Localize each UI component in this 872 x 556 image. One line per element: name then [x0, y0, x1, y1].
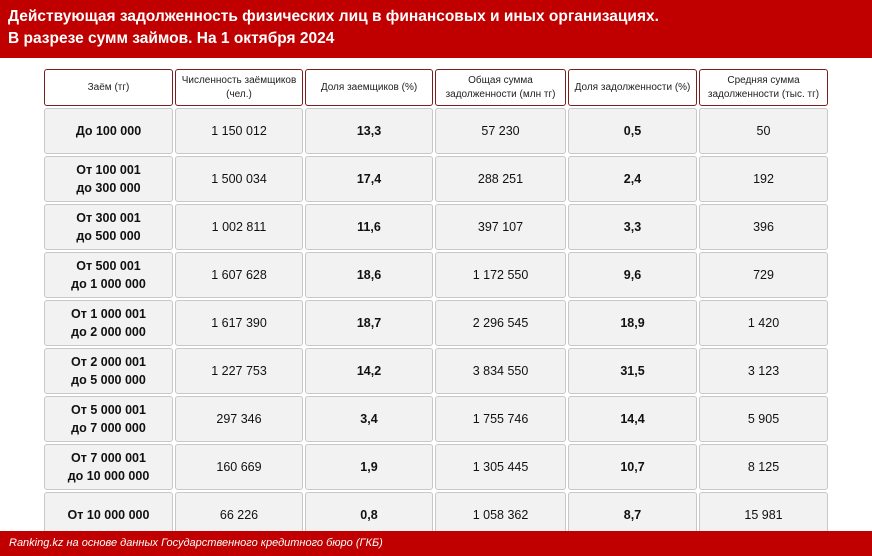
cell-average-debt: 396: [699, 204, 828, 250]
page-subtitle: В разрезе сумм займов. На 1 октября 2024: [8, 30, 335, 47]
cell-borrowers-count: 1 150 012: [175, 108, 303, 154]
cell-borrowers-share: 1,9: [305, 444, 433, 490]
cell-total-debt: 1 172 550: [435, 252, 566, 298]
cell-debt-share: 10,7: [568, 444, 697, 490]
cell-borrowers-share: 0,8: [305, 492, 433, 538]
debt-table: Заём (тг) Численность заёмщиков (чел.) Д…: [44, 69, 830, 538]
cell-borrowers-count: 1 500 034: [175, 156, 303, 202]
cell-total-debt: 57 230: [435, 108, 566, 154]
cell-loan-range: От 5 000 001 до 7 000 000: [44, 396, 173, 442]
cell-total-debt: 288 251: [435, 156, 566, 202]
cell-total-debt: 1 755 746: [435, 396, 566, 442]
cell-average-debt: 50: [699, 108, 828, 154]
cell-borrowers-share: 14,2: [305, 348, 433, 394]
cell-average-debt: 3 123: [699, 348, 828, 394]
cell-borrowers-share: 3,4: [305, 396, 433, 442]
cell-average-debt: 8 125: [699, 444, 828, 490]
cell-borrowers-share: 18,6: [305, 252, 433, 298]
cell-total-debt: 2 296 545: [435, 300, 566, 346]
column-header-loan: Заём (тг): [44, 69, 173, 106]
cell-loan-range: От 1 000 001 до 2 000 000: [44, 300, 173, 346]
cell-debt-share: 9,6: [568, 252, 697, 298]
cell-borrowers-count: 1 002 811: [175, 204, 303, 250]
column-header-borrowers: Численность заёмщиков (чел.): [175, 69, 303, 106]
cell-borrowers-count: 297 346: [175, 396, 303, 442]
cell-total-debt: 1 058 362: [435, 492, 566, 538]
cell-total-debt: 3 834 550: [435, 348, 566, 394]
cell-debt-share: 18,9: [568, 300, 697, 346]
cell-loan-range: От 2 000 001 до 5 000 000: [44, 348, 173, 394]
cell-loan-range: От 10 000 000: [44, 492, 173, 538]
cell-debt-share: 14,4: [568, 396, 697, 442]
cell-borrowers-count: 1 227 753: [175, 348, 303, 394]
column-header-debt-share: Доля задолженности (%): [568, 69, 697, 106]
cell-borrowers-share: 13,3: [305, 108, 433, 154]
source-footer: Ranking.kz на основе данных Государствен…: [0, 531, 872, 556]
cell-loan-range: От 7 000 001 до 10 000 000: [44, 444, 173, 490]
cell-borrowers-share: 11,6: [305, 204, 433, 250]
cell-borrowers-count: 1 617 390: [175, 300, 303, 346]
title-banner: Действующая задолженность физических лиц…: [0, 0, 872, 58]
column-header-avg-debt: Средняя сумма задолженности (тыс. тг): [699, 69, 828, 106]
cell-borrowers-share: 18,7: [305, 300, 433, 346]
page-title: Действующая задолженность физических лиц…: [8, 8, 659, 25]
cell-average-debt: 1 420: [699, 300, 828, 346]
cell-debt-share: 0,5: [568, 108, 697, 154]
cell-loan-range: До 100 000: [44, 108, 173, 154]
cell-average-debt: 729: [699, 252, 828, 298]
cell-debt-share: 2,4: [568, 156, 697, 202]
cell-borrowers-count: 1 607 628: [175, 252, 303, 298]
cell-loan-range: От 500 001 до 1 000 000: [44, 252, 173, 298]
cell-loan-range: От 100 001 до 300 000: [44, 156, 173, 202]
cell-debt-share: 31,5: [568, 348, 697, 394]
cell-total-debt: 1 305 445: [435, 444, 566, 490]
column-header-borrowers-share: Доля заемщиков (%): [305, 69, 433, 106]
cell-total-debt: 397 107: [435, 204, 566, 250]
cell-loan-range: От 300 001 до 500 000: [44, 204, 173, 250]
cell-borrowers-count: 66 226: [175, 492, 303, 538]
cell-borrowers-share: 17,4: [305, 156, 433, 202]
cell-debt-share: 8,7: [568, 492, 697, 538]
cell-debt-share: 3,3: [568, 204, 697, 250]
cell-average-debt: 192: [699, 156, 828, 202]
cell-borrowers-count: 160 669: [175, 444, 303, 490]
cell-average-debt: 5 905: [699, 396, 828, 442]
column-header-total-debt: Общая сумма задолженности (млн тг): [435, 69, 566, 106]
